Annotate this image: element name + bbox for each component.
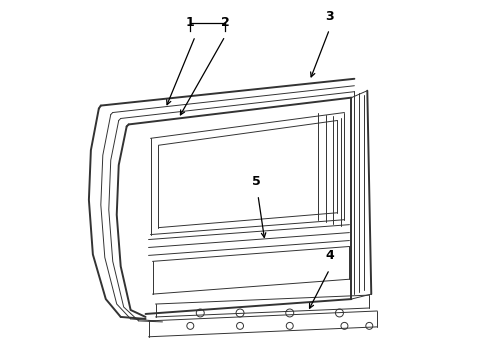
Text: 3: 3 bbox=[325, 10, 334, 23]
Text: 4: 4 bbox=[325, 249, 334, 262]
Text: 2: 2 bbox=[220, 16, 229, 29]
Text: 5: 5 bbox=[251, 175, 260, 188]
Text: 1: 1 bbox=[186, 16, 195, 29]
